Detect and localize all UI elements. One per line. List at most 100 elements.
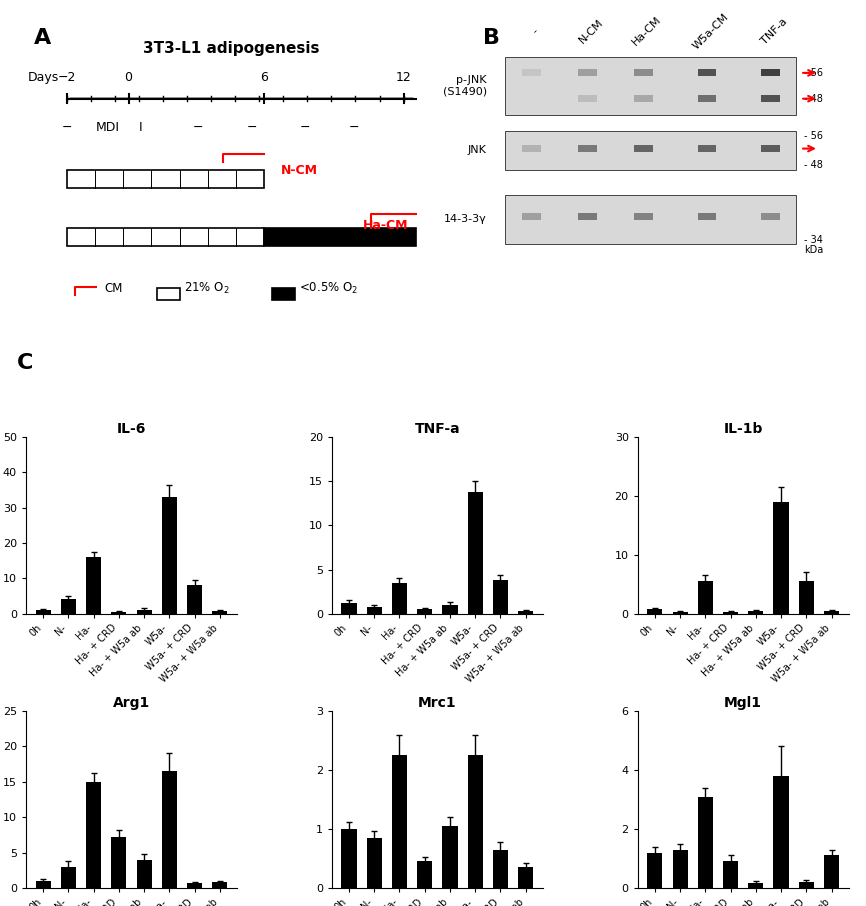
- Bar: [36, 611, 51, 613]
- Bar: [417, 862, 432, 888]
- Bar: [341, 603, 357, 613]
- Bar: [748, 883, 764, 888]
- Bar: [137, 610, 152, 613]
- Bar: [506, 130, 797, 169]
- Bar: [61, 599, 76, 613]
- Title: IL-6: IL-6: [117, 421, 146, 436]
- Text: - 56: - 56: [804, 68, 823, 78]
- Bar: [634, 145, 653, 152]
- Bar: [506, 196, 797, 244]
- Title: Arg1: Arg1: [113, 696, 150, 710]
- Bar: [748, 611, 764, 613]
- Bar: [578, 95, 597, 101]
- Text: <0.5% O$_2$: <0.5% O$_2$: [299, 281, 359, 296]
- Bar: [522, 213, 541, 220]
- Text: CM: CM: [104, 282, 122, 295]
- Bar: [366, 607, 382, 613]
- Text: 12: 12: [396, 72, 411, 84]
- Bar: [443, 826, 457, 888]
- Text: −: −: [193, 121, 204, 134]
- Bar: [634, 213, 653, 220]
- Text: 3T3-L1 adipogenesis: 3T3-L1 adipogenesis: [143, 41, 320, 55]
- Bar: [773, 502, 789, 613]
- Bar: [111, 612, 126, 613]
- Text: N-CM: N-CM: [281, 164, 318, 178]
- Bar: [798, 582, 814, 613]
- Bar: [111, 837, 126, 888]
- Text: Days: Days: [28, 72, 59, 84]
- Bar: [522, 95, 541, 101]
- Bar: [212, 882, 228, 888]
- Text: B: B: [483, 28, 500, 48]
- Bar: [468, 492, 482, 613]
- Text: TNF-a: TNF-a: [759, 16, 789, 46]
- Text: kDa: kDa: [804, 245, 824, 255]
- Text: A: A: [34, 28, 51, 48]
- Bar: [634, 95, 653, 101]
- Bar: [522, 70, 541, 76]
- Text: 6: 6: [260, 72, 268, 84]
- Text: MDI: MDI: [96, 121, 120, 134]
- Bar: [723, 612, 738, 613]
- Bar: [698, 213, 716, 220]
- Bar: [673, 612, 688, 613]
- Bar: [698, 145, 716, 152]
- Text: −: −: [300, 121, 310, 134]
- Text: W5a-CM: W5a-CM: [690, 12, 730, 52]
- Bar: [468, 756, 482, 888]
- Bar: [634, 70, 653, 76]
- Bar: [264, 228, 416, 246]
- Bar: [67, 228, 264, 246]
- Bar: [443, 605, 457, 613]
- Bar: [798, 882, 814, 888]
- Bar: [137, 860, 152, 888]
- Text: −: −: [247, 121, 257, 134]
- Bar: [723, 862, 738, 888]
- Bar: [212, 611, 228, 613]
- Text: N-CM: N-CM: [577, 17, 605, 45]
- Text: −2: −2: [58, 72, 76, 84]
- Bar: [698, 582, 713, 613]
- Text: −: −: [61, 121, 72, 134]
- Bar: [698, 70, 716, 76]
- Text: 21% O$_2$: 21% O$_2$: [184, 281, 229, 296]
- Bar: [162, 497, 177, 613]
- Bar: [417, 610, 432, 613]
- Text: I: I: [139, 121, 143, 134]
- Bar: [187, 585, 202, 613]
- Bar: [824, 611, 839, 613]
- Text: −: −: [349, 121, 359, 134]
- Bar: [761, 213, 779, 220]
- Text: Ha-CM: Ha-CM: [363, 219, 408, 232]
- Bar: [86, 782, 101, 888]
- Title: Mrc1: Mrc1: [418, 696, 456, 710]
- Text: p-JNK
(S1490): p-JNK (S1490): [443, 75, 487, 97]
- Bar: [162, 771, 177, 888]
- Bar: [86, 557, 101, 613]
- Bar: [366, 838, 382, 888]
- Bar: [158, 288, 180, 300]
- Bar: [647, 609, 662, 613]
- Text: - 48: - 48: [804, 159, 823, 169]
- Text: -: -: [530, 26, 540, 36]
- Bar: [392, 756, 407, 888]
- Bar: [493, 580, 508, 613]
- Bar: [578, 70, 597, 76]
- Bar: [773, 776, 789, 888]
- Bar: [506, 57, 797, 115]
- Bar: [761, 95, 779, 101]
- Title: IL-1b: IL-1b: [723, 421, 763, 436]
- Bar: [341, 829, 357, 888]
- Bar: [647, 853, 662, 888]
- Bar: [493, 850, 508, 888]
- Bar: [698, 95, 716, 101]
- Bar: [522, 145, 541, 152]
- Text: 0: 0: [125, 72, 132, 84]
- Title: Mgl1: Mgl1: [724, 696, 762, 710]
- Bar: [673, 850, 688, 888]
- Bar: [36, 881, 51, 888]
- Bar: [698, 796, 713, 888]
- Bar: [272, 288, 294, 300]
- Bar: [61, 867, 76, 888]
- Title: TNF-a: TNF-a: [415, 421, 460, 436]
